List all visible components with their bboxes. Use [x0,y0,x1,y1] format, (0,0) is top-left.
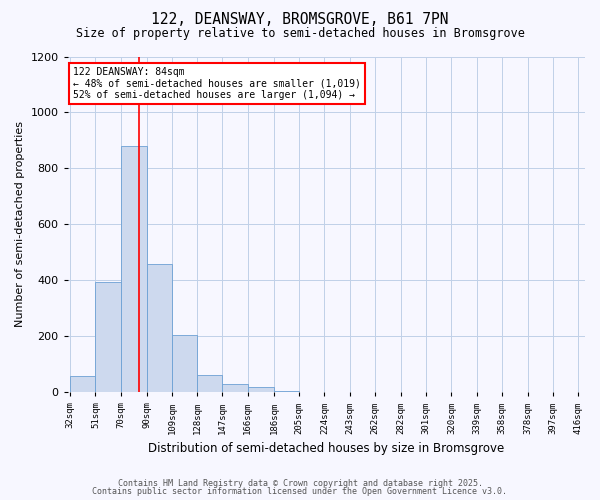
Y-axis label: Number of semi-detached properties: Number of semi-detached properties [15,122,25,328]
Bar [197,375,223,392]
Bar [223,384,248,392]
Bar [147,264,172,392]
Text: Contains public sector information licensed under the Open Government Licence v3: Contains public sector information licen… [92,487,508,496]
Bar [274,391,299,392]
Text: 122 DEANSWAY: 84sqm
← 48% of semi-detached houses are smaller (1,019)
52% of sem: 122 DEANSWAY: 84sqm ← 48% of semi-detach… [73,66,361,100]
X-axis label: Distribution of semi-detached houses by size in Bromsgrove: Distribution of semi-detached houses by … [148,442,505,455]
Bar [95,282,121,393]
Text: 122, DEANSWAY, BROMSGROVE, B61 7PN: 122, DEANSWAY, BROMSGROVE, B61 7PN [151,12,449,28]
Bar [248,388,274,392]
Bar [70,376,95,392]
Bar [121,146,147,392]
Text: Size of property relative to semi-detached houses in Bromsgrove: Size of property relative to semi-detach… [76,28,524,40]
Bar [172,335,197,392]
Text: Contains HM Land Registry data © Crown copyright and database right 2025.: Contains HM Land Registry data © Crown c… [118,478,482,488]
